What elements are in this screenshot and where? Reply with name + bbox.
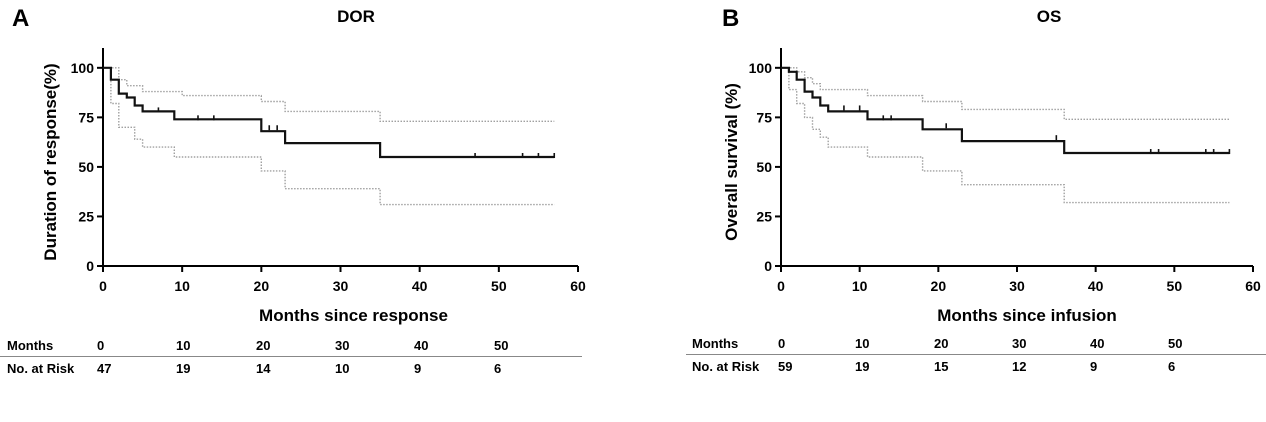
upper-ci-line [103, 67, 555, 123]
risk-count: 6 [1168, 359, 1176, 374]
upper-ci-line [781, 67, 1230, 121]
risk-month: 50 [1168, 336, 1183, 351]
risk-row-label: No. at Risk [7, 361, 75, 376]
x-tick-label: 40 [1088, 278, 1104, 294]
risk-month: 10 [855, 336, 870, 351]
x-tick-label: 50 [1167, 278, 1183, 294]
panel-letter: A [12, 5, 29, 32]
x-tick-label: 20 [931, 278, 947, 294]
y-axis-label: Overall survival (%) [722, 83, 741, 241]
y-tick-label: 25 [756, 208, 772, 224]
panel-a: A DOR 0 25 50 75 100 0 10 20 30 40 50 60 Months since … [0, 5, 633, 376]
y-tick-label: 75 [756, 109, 772, 125]
y-tick-label: 0 [86, 258, 94, 274]
risk-month: 30 [1012, 336, 1027, 351]
risk-month: 50 [494, 338, 509, 353]
risk-count: 19 [176, 361, 191, 376]
risk-count: 59 [778, 359, 793, 374]
risk-table-divider [686, 354, 1266, 355]
risk-count: 6 [494, 361, 502, 376]
x-tick-label: 0 [99, 278, 107, 294]
x-tick-label: 10 [174, 278, 190, 294]
x-tick-label: 60 [1245, 278, 1261, 294]
risk-month: 20 [256, 338, 271, 353]
risk-month: 0 [778, 336, 786, 351]
x-tick-label: 60 [570, 278, 586, 294]
risk-header-label: Months [7, 338, 54, 353]
risk-table-divider [0, 356, 582, 357]
risk-count: 9 [1090, 359, 1098, 374]
risk-count: 9 [414, 361, 422, 376]
y-tick-label: 50 [756, 159, 772, 175]
x-tick-label: 30 [1009, 278, 1025, 294]
y-axis-label: Duration of response(%) [41, 63, 60, 260]
risk-header-label: Months [692, 336, 739, 351]
risk-month: 10 [176, 338, 191, 353]
risk-month: 40 [1090, 336, 1105, 351]
km-chart-os: B OS 0 25 50 75 100 0 10 20 30 40 50 60 Months since i… [722, 5, 1261, 325]
x-tick-label: 40 [412, 278, 428, 294]
x-tick-label: 30 [333, 278, 349, 294]
risk-count: 14 [256, 361, 271, 376]
risk-month: 20 [934, 336, 949, 351]
km-chart-dor: A DOR 0 25 50 75 100 0 10 20 30 40 50 60 Months since … [12, 5, 586, 325]
panel-letter: B [722, 5, 739, 32]
chart-title: OS [1037, 7, 1062, 26]
lower-ci-line [103, 67, 555, 206]
risk-month: 30 [335, 338, 350, 353]
x-tick-label: 20 [254, 278, 270, 294]
km-estimate-line [103, 66, 555, 159]
lower-ci-line [781, 67, 1230, 204]
y-tick-label: 50 [78, 159, 94, 175]
x-axis-label: Months since infusion [937, 306, 1116, 325]
km-estimate-line [781, 66, 1230, 155]
y-tick-label: 100 [71, 60, 95, 76]
x-tick-label: 50 [491, 278, 507, 294]
x-axis-label: Months since response [259, 306, 448, 325]
x-tick-label: 0 [777, 278, 785, 294]
chart-title: DOR [337, 7, 375, 26]
risk-table: Months 0 10 20 30 40 50 No. at Risk 47 1… [0, 336, 633, 376]
risk-count: 10 [335, 361, 350, 376]
y-tick-label: 0 [764, 258, 772, 274]
risk-row-label: No. at Risk [692, 359, 760, 374]
risk-month: 0 [97, 338, 105, 353]
risk-count: 19 [855, 359, 870, 374]
risk-count: 47 [97, 361, 112, 376]
risk-table: Months 0 10 20 30 40 50 No. at Risk 59 1… [633, 334, 1266, 374]
y-tick-label: 100 [749, 60, 773, 76]
y-tick-label: 75 [78, 109, 94, 125]
risk-month: 40 [414, 338, 429, 353]
x-tick-label: 10 [852, 278, 868, 294]
risk-count: 12 [1012, 359, 1027, 374]
y-tick-label: 25 [78, 208, 94, 224]
panel-b: B OS 0 25 50 75 100 0 10 20 30 40 50 60 Months since i… [633, 0, 1266, 422]
risk-count: 15 [934, 359, 949, 374]
